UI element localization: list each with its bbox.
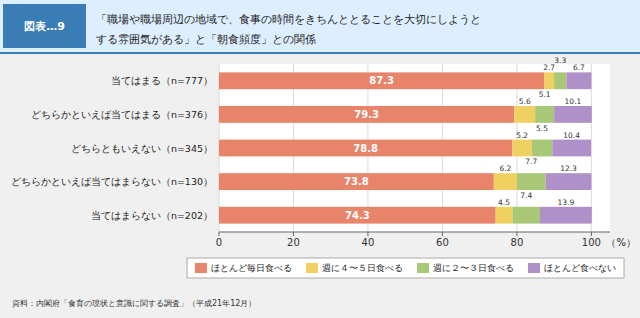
title: 「職場や職場周辺の地域で、食事の時間をきちんととることを大切にしようと	[96, 13, 481, 26]
tick-label: 40	[362, 237, 375, 248]
x-axis-line	[219, 232, 610, 233]
bar-segment	[219, 207, 496, 224]
category-label: どちらかといえば当てはまらない（n=130）	[11, 176, 213, 187]
chart: 図表…9 「職場や職場周辺の地域で、食事の時間をきちんととることを大切にしようとす…	[0, 0, 640, 318]
plot-background	[219, 64, 610, 232]
bar-segment	[494, 173, 517, 190]
bar-segment	[544, 72, 554, 89]
bar-segment	[532, 140, 552, 157]
tick-mark	[293, 232, 294, 236]
bar-segment	[546, 173, 592, 190]
bar-segment	[219, 173, 494, 190]
bar-segment	[219, 140, 512, 157]
bar-segment	[566, 72, 591, 89]
header-background	[0, 0, 640, 52]
data-label: 79.3	[354, 109, 379, 120]
legend-swatch	[195, 263, 207, 273]
legend-label: 週に２〜３日食べる	[433, 263, 514, 273]
legend-swatch	[528, 263, 540, 273]
category-label: 当てはまる（n=777）	[111, 75, 213, 86]
data-label: 7.7	[525, 157, 537, 166]
tick-mark	[367, 232, 368, 236]
header-rule	[0, 52, 640, 54]
tick-label: 80	[511, 237, 524, 248]
legend-swatch	[417, 263, 429, 273]
bar-segment	[512, 140, 531, 157]
data-label: 74.3	[345, 210, 370, 221]
legend-label: ほとんど食べない	[544, 263, 616, 273]
data-label: 73.8	[344, 176, 369, 187]
data-label: 10.4	[563, 131, 580, 140]
data-label: 5.2	[516, 131, 528, 140]
data-label: 3.3	[554, 56, 566, 65]
data-label: 5.6	[519, 97, 531, 106]
x-axis-label: （%）	[606, 237, 636, 248]
figure-label-box	[3, 4, 86, 48]
background	[0, 0, 640, 318]
legend: ほとんど毎日食べる 週に４〜５日食べる 週に２〜３日食べる ほとんど食べない	[187, 258, 624, 278]
data-label: 12.3	[560, 164, 577, 173]
title: する雰囲気がある」と「朝食頻度」との関係	[96, 33, 316, 46]
data-labels: 87.32.73.36.779.35.65.110.178.85.25.510.…	[344, 56, 585, 220]
figure-label: 図表…9	[24, 20, 65, 33]
legend-label: ほとんど毎日食べる	[211, 263, 292, 273]
data-label: 4.5	[498, 198, 510, 207]
tick-mark	[442, 232, 443, 236]
category-label: どちらかといえば当てはまる（n=376）	[31, 109, 213, 120]
data-label: 6.2	[499, 164, 511, 173]
bar-segment	[554, 72, 566, 89]
data-label: 6.7	[573, 63, 585, 72]
legend-swatch	[306, 263, 318, 273]
data-label: 13.9	[558, 198, 575, 207]
bar-segment	[540, 207, 592, 224]
tick-label: 100	[582, 237, 601, 248]
bar-segment	[554, 106, 592, 123]
data-label: 7.4	[520, 191, 532, 200]
bar-segment	[219, 106, 514, 123]
tick-label: 20	[287, 237, 300, 248]
data-label: 10.1	[565, 97, 582, 106]
tick-label: 60	[436, 237, 449, 248]
data-label: 87.3	[369, 75, 394, 86]
tick-label: 0	[216, 237, 222, 248]
bars	[219, 72, 592, 223]
category-label: 当てはまらない（n=202）	[91, 210, 213, 221]
bar-segment	[552, 140, 591, 157]
bar-segment	[535, 106, 554, 123]
legend-label: 週に４〜５日食べる	[322, 263, 403, 273]
source-note: 資料：内閣府「食育の現状と意識に関する調査」（平成21年12月）	[12, 299, 256, 308]
tick-mark	[219, 232, 220, 236]
bar-segment	[496, 207, 513, 224]
data-label: 5.1	[539, 90, 551, 99]
data-label: 5.5	[536, 124, 548, 133]
legend-frame	[187, 258, 624, 278]
bar-segment	[517, 173, 546, 190]
tick-mark	[516, 232, 517, 236]
category-label: どちらともいえない（n=345）	[71, 143, 213, 154]
bar-segment	[512, 207, 540, 224]
bar-segment	[219, 72, 544, 89]
data-label: 78.8	[353, 143, 378, 154]
bar-segment	[514, 106, 535, 123]
tick-mark	[591, 232, 592, 236]
